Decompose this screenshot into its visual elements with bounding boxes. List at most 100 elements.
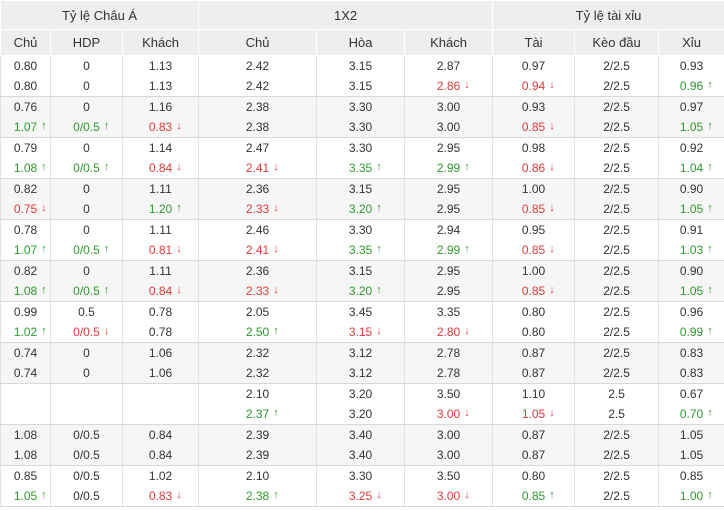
arrow-down-icon: ↓ <box>273 161 279 173</box>
cell-ah-away: 1.11 <box>121 178 200 199</box>
cell-ou-line: 2/2.5 <box>574 363 660 384</box>
odds-text: 2/2.5 <box>603 120 630 134</box>
cell-1x2-draw: 3.15 ↓ <box>316 322 406 343</box>
arrow-down-icon: ↓ <box>41 202 47 214</box>
odds-text: 1.06 <box>148 366 173 380</box>
cell-1x2-away: 3.00 <box>404 445 494 466</box>
odds-text: 1.05 <box>679 120 704 134</box>
odds-text: 0.99 <box>679 325 704 339</box>
cell-ah-hdp: 0/0.5 ↑ <box>50 240 123 261</box>
cell-ah-away <box>121 404 200 425</box>
odds-text: 3.20 <box>348 407 373 421</box>
odds-text: 3.20 <box>348 202 373 216</box>
odds-text: 3.15 <box>348 182 373 196</box>
odds-text: 1.04 <box>679 161 704 175</box>
odds-text: 2.95 <box>436 264 461 278</box>
cell-ah-home: 0.74 <box>0 342 51 363</box>
table-row: 1.08 0/0.5 0.84 2.39 3.40 3.00 0.87 2/2.5 1.05 <box>0 424 724 445</box>
cell-1x2-draw: 3.12 <box>316 342 406 363</box>
odds-text: 0.82 <box>13 182 38 196</box>
cell-ou-under: 1.03 ↑ <box>658 240 724 261</box>
odds-text: 2.37 <box>245 407 270 421</box>
odds-text: 1.13 <box>148 79 173 93</box>
odds-text: 2/2.5 <box>603 325 630 339</box>
odds-text: 2.10 <box>245 469 270 483</box>
odds-value: 1.05 ↓ <box>521 407 555 421</box>
arrow-down-icon: ↓ <box>176 489 182 501</box>
odds-value: 2.41 ↓ <box>246 161 279 175</box>
arrow-up-icon: ↑ <box>707 407 713 419</box>
cell-ou-line: 2/2.5 <box>574 76 660 97</box>
cell-ah-home <box>0 404 51 425</box>
cell-ah-away: 0.84 <box>121 445 200 466</box>
odds-text: 3.00 <box>436 407 461 421</box>
odds-text: 2.10 <box>245 387 270 401</box>
cell-ou-under: 1.05 ↑ <box>658 199 724 220</box>
odds-text: 1.05 <box>679 284 704 298</box>
odds-value: 1.08 ↑ <box>14 161 47 175</box>
odds-value: 2.10 <box>246 387 269 401</box>
cell-ou-under: 0.85 <box>658 465 724 486</box>
arrow-up-icon: ↑ <box>176 202 182 214</box>
odds-text: 2/2.5 <box>603 243 630 257</box>
arrow-up-icon: ↑ <box>376 284 382 296</box>
odds-text: 1.05 <box>521 407 546 421</box>
odds-text: 0.91 <box>679 223 704 237</box>
col-header-under: Xỉu <box>658 29 724 56</box>
odds-text: 2/2.5 <box>603 141 630 155</box>
cell-ah-away: 1.11 <box>121 260 200 281</box>
cell-ah-away <box>121 383 200 404</box>
cell-1x2-away: 2.78 <box>404 342 494 363</box>
odds-value: 0.74 <box>14 366 37 380</box>
odds-value: 0/0.5 ↑ <box>73 284 109 298</box>
odds-text: 1.00 <box>521 182 546 196</box>
odds-text: 3.30 <box>348 120 373 134</box>
odds-value: 2.78 <box>437 366 460 380</box>
odds-text: 0.82 <box>13 264 38 278</box>
col-header-home-ah: Chủ <box>0 29 51 56</box>
odds-text: 0.93 <box>679 59 704 73</box>
cell-ah-away: 1.13 <box>121 76 200 97</box>
cell-1x2-away: 3.00 ↓ <box>404 486 494 507</box>
odds-value: 1.20 ↑ <box>149 202 182 216</box>
cell-ou-line: 2/2.5 <box>574 55 660 76</box>
odds-text: 0.93 <box>521 100 546 114</box>
odds-value: 3.30 <box>349 223 372 237</box>
cell-ou-under: 0.92 <box>658 137 724 158</box>
cell-ah-hdp: 0 <box>50 96 123 117</box>
odds-text: 2/2.5 <box>603 182 630 196</box>
odds-value: 2.87 <box>437 59 460 73</box>
odds-value: 0.83 ↓ <box>149 120 182 134</box>
cell-1x2-home: 2.32 <box>198 342 318 363</box>
odds-text: 0.97 <box>521 59 546 73</box>
odds-text: 2/2.5 <box>603 100 630 114</box>
odds-text: 0.5 <box>78 305 95 319</box>
odds-text: 1.03 <box>679 243 704 257</box>
odds-text: 0.87 <box>521 346 546 360</box>
cell-ah-hdp <box>50 404 123 425</box>
odds-text: 0.99 <box>13 305 38 319</box>
cell-ah-away: 1.16 <box>121 96 200 117</box>
cell-1x2-home: 2.05 <box>198 301 318 322</box>
arrow-down-icon: ↓ <box>176 161 182 173</box>
cell-ah-home: 1.08 <box>0 424 51 445</box>
odds-value: 2.36 <box>246 264 269 278</box>
cell-1x2-home: 2.42 <box>198 55 318 76</box>
odds-text: 0.78 <box>148 325 173 339</box>
odds-value: 2/2.5 <box>603 489 630 503</box>
arrow-down-icon: ↓ <box>464 79 470 91</box>
odds-value: 1.04 ↑ <box>679 161 713 175</box>
odds-value: 3.00 <box>437 120 460 134</box>
arrow-down-icon: ↓ <box>176 120 182 132</box>
odds-value: 2.10 <box>246 469 269 483</box>
arrow-up-icon: ↑ <box>41 284 47 296</box>
cell-ah-hdp: 0 <box>50 363 123 384</box>
odds-value: 1.06 <box>149 366 172 380</box>
odds-value: 0.94 ↓ <box>522 79 555 93</box>
cell-ou-over: 0.95 <box>492 219 576 240</box>
odds-text: 0.84 <box>148 284 173 298</box>
arrow-down-icon: ↓ <box>464 325 470 337</box>
cell-ou-line: 2/2.5 <box>574 445 660 466</box>
odds-text: 0.80 <box>521 469 546 483</box>
cell-ou-under: 0.83 <box>658 342 724 363</box>
